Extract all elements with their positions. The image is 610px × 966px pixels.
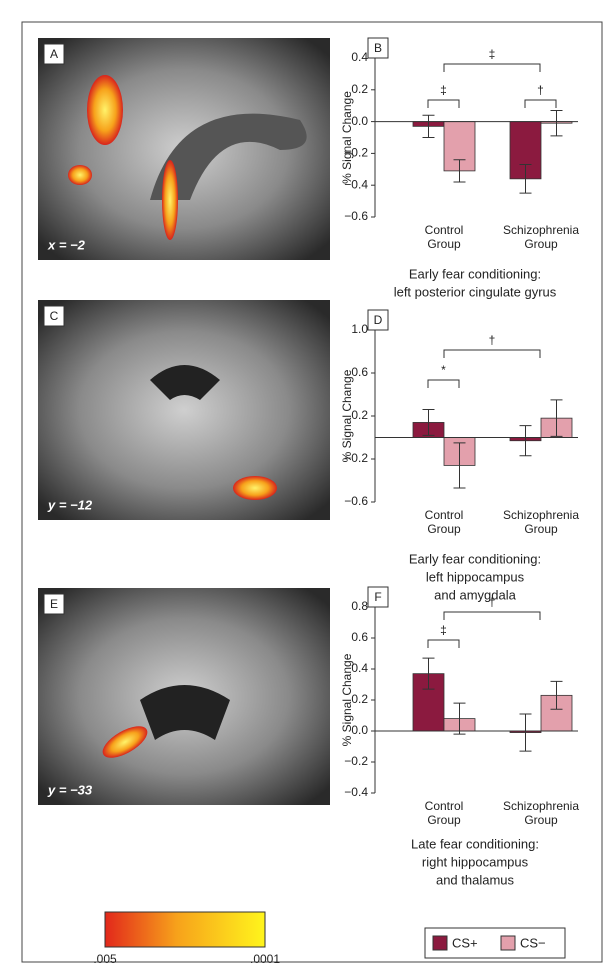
annotation: ‡ [440, 623, 447, 637]
image-e [38, 588, 330, 805]
y-tick-label: 0.2 [351, 82, 368, 96]
image-a [38, 38, 330, 260]
y-tick-label: 0.0 [351, 114, 368, 128]
annotation: † [537, 83, 544, 97]
y-tick-label: −0.2 [344, 146, 368, 160]
y-tick-label: −0.4 [344, 785, 368, 799]
bracket [444, 612, 540, 620]
y-tick-label: 0.4 [351, 50, 368, 64]
y-tick-label: −0.2 [344, 754, 368, 768]
annotation: ‡ [440, 83, 447, 97]
annotation: ‡ [489, 47, 496, 61]
panel-label: D [374, 313, 383, 327]
x-axis-label: right hippocampus [422, 854, 529, 869]
annotation: * [441, 363, 446, 377]
y-tick-label: −0.6 [344, 494, 368, 508]
y-tick-label: 0.0 [351, 723, 368, 737]
panel-label: C [50, 309, 59, 323]
legend-label: CS+ [452, 935, 478, 950]
image-c [38, 300, 330, 520]
x-axis-label: left hippocampus [426, 569, 525, 584]
panel-label: F [374, 590, 381, 604]
x-axis-label: Early fear conditioning: [409, 266, 541, 281]
x-tick-label: Schizophrenia Group [496, 508, 586, 536]
bracket [428, 640, 459, 648]
bracket [525, 100, 556, 108]
y-tick-label: 0.2 [351, 408, 368, 422]
colorbar-label: .005 [93, 952, 117, 966]
x-axis-label: left posterior cingulate gyrus [394, 284, 557, 299]
legend-label: CS− [520, 935, 546, 950]
legend-swatch [433, 936, 447, 950]
x-tick-label: Control Group [416, 223, 472, 251]
panel-label: A [50, 47, 58, 61]
panel-label: E [50, 597, 58, 611]
coord-label: y = −33 [47, 782, 93, 797]
y-tick-label: 0.2 [351, 692, 368, 706]
y-tick-label: −0.2 [344, 451, 368, 465]
x-axis-label: and amygdala [434, 587, 516, 602]
x-axis-label: Late fear conditioning: [411, 836, 539, 851]
y-tick-label: −0.4 [344, 177, 368, 191]
annotation: † [489, 333, 496, 347]
y-axis-label: % Signal Change [340, 91, 354, 184]
panel-label: B [374, 41, 382, 55]
legend-swatch [501, 936, 515, 950]
x-tick-label: Control Group [416, 799, 472, 827]
y-tick-label: 0.4 [351, 661, 368, 675]
bracket [428, 380, 459, 388]
bracket [444, 350, 540, 358]
x-tick-label: Schizophrenia Group [496, 799, 586, 827]
y-tick-label: 0.6 [351, 365, 368, 379]
coord-label: x = −2 [47, 237, 86, 252]
x-tick-label: Schizophrenia Group [496, 223, 586, 251]
annotation: † [489, 595, 496, 609]
y-tick-label: 0.8 [351, 599, 368, 613]
figure: .005 .0001 Ax = −2 Cy = −12 Ey = −33 B % Sig… [0, 0, 610, 966]
bracket [428, 100, 459, 108]
y-tick-label: −0.6 [344, 209, 368, 223]
y-tick-label: 1.0 [351, 322, 368, 336]
x-axis-label: Early fear conditioning: [409, 551, 541, 566]
colorbar [105, 912, 265, 947]
y-tick-label: 0.6 [351, 630, 368, 644]
colorbar-label: .0001 [250, 952, 280, 966]
x-tick-label: Control Group [416, 508, 472, 536]
bracket [444, 64, 540, 72]
coord-label: y = −12 [47, 497, 93, 512]
x-axis-label: and thalamus [436, 872, 515, 887]
